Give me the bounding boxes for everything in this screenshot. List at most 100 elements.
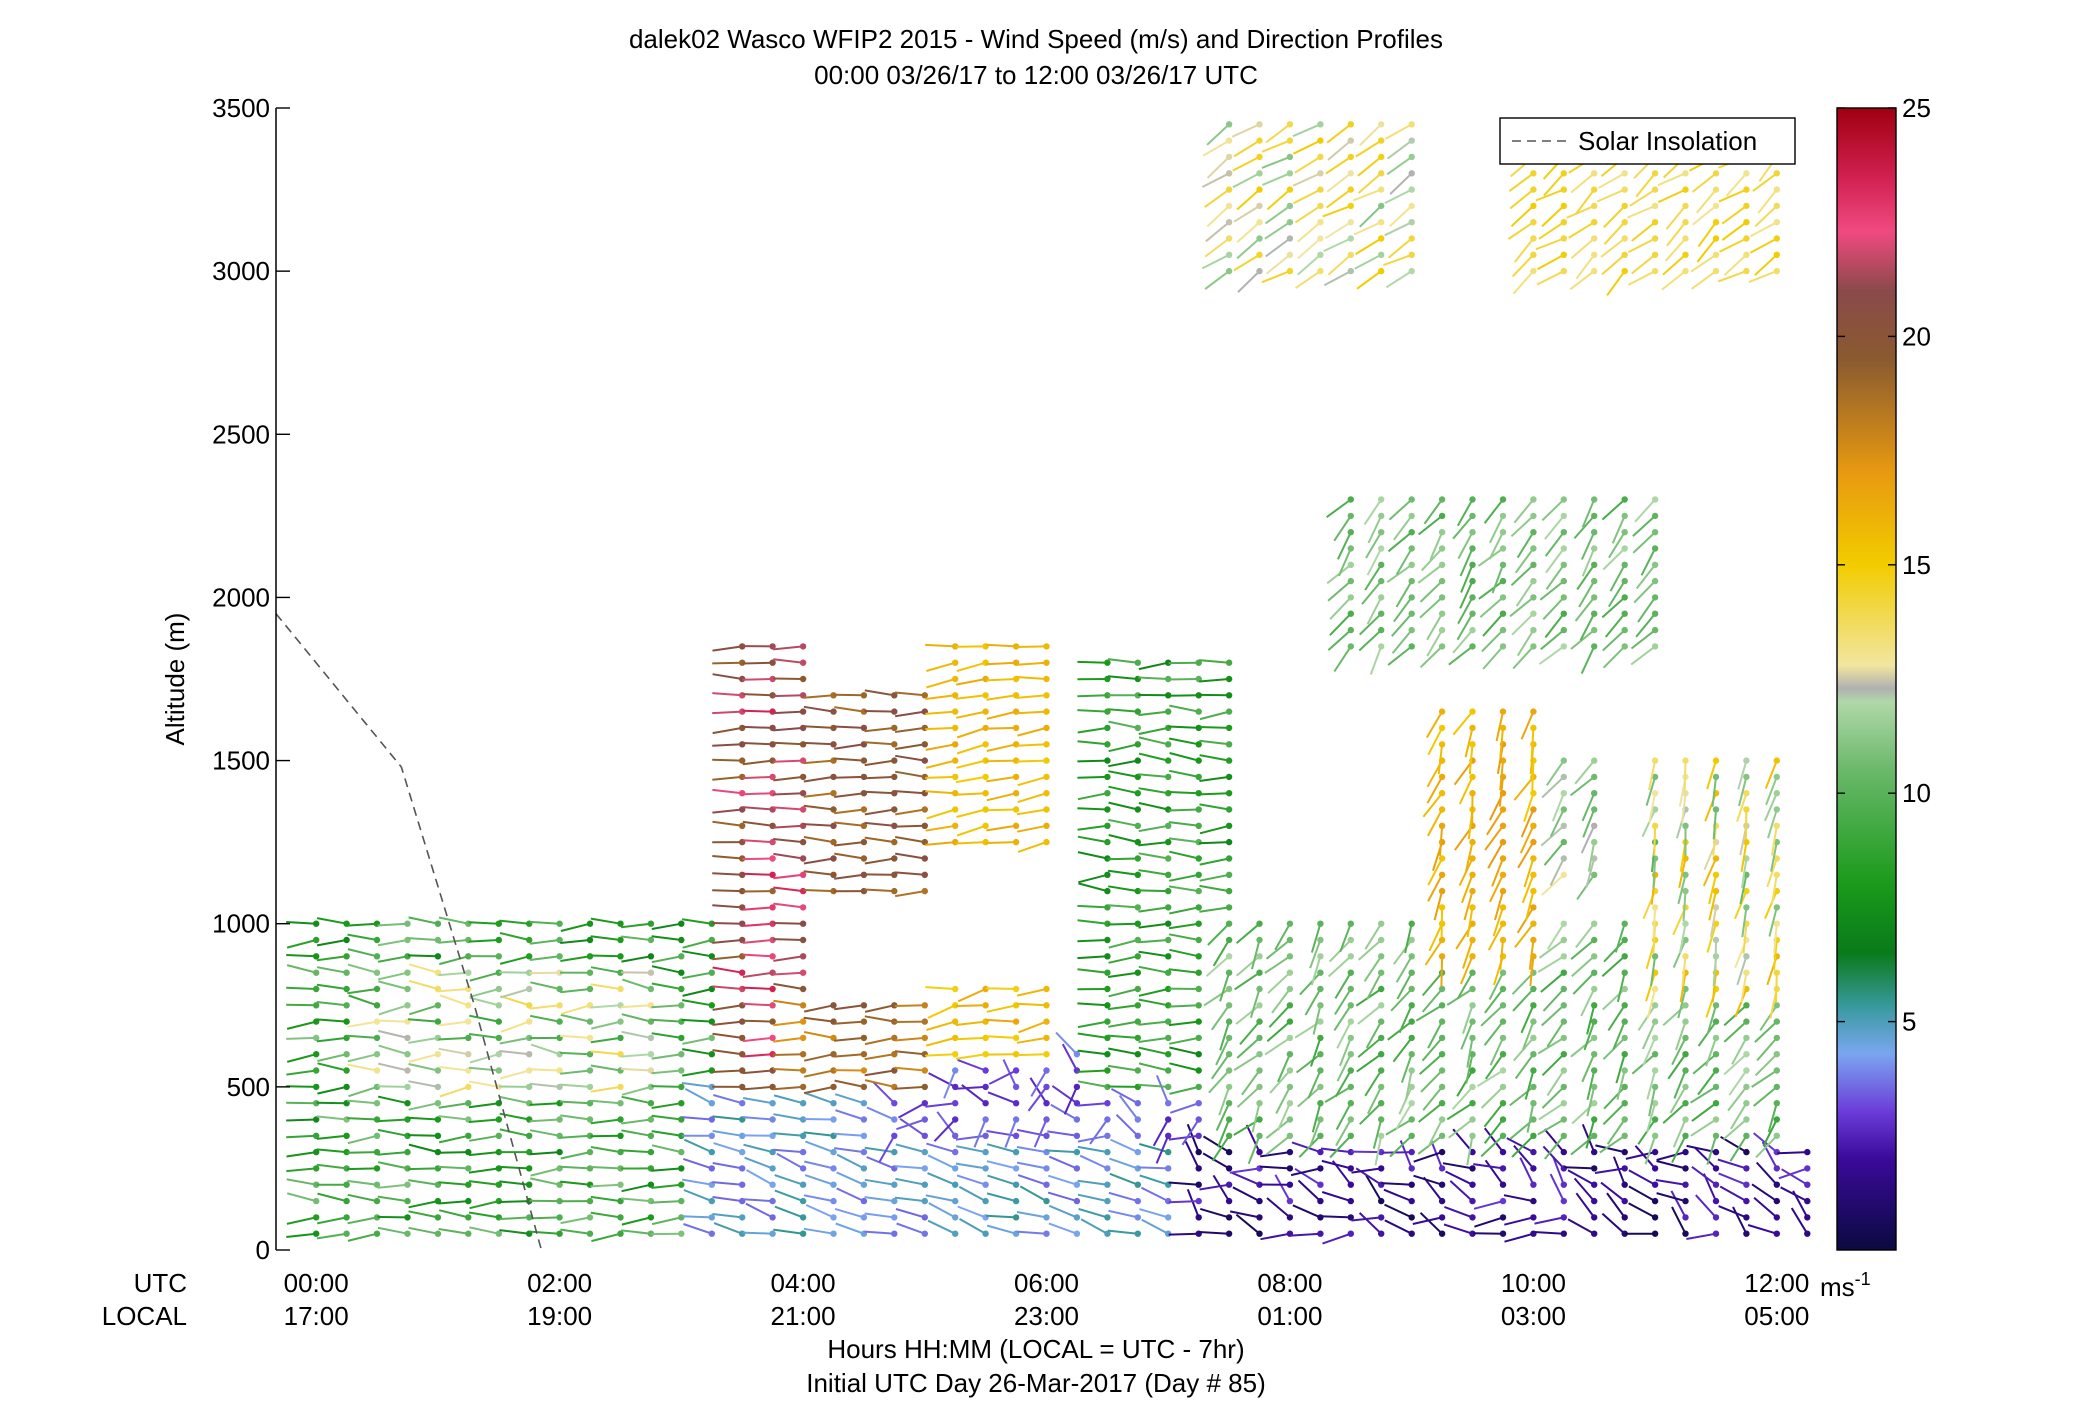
wind-barb [620,1051,655,1058]
wind-barb-tail [1077,694,1108,698]
wind-barb-tail [1512,645,1535,670]
wind-barb [1199,659,1233,666]
wind-barb [560,1228,594,1237]
wind-barb-tail [1353,221,1382,236]
wind-barb-dot [1499,610,1507,617]
wind-barb [959,1218,989,1237]
wind-barb-dot [1012,1214,1020,1221]
wind-barb [1504,1214,1537,1226]
wind-barb-tail [1673,1070,1687,1099]
wind-barb [1168,1002,1202,1009]
wind-barb [1541,202,1568,228]
wind-barb [1675,1018,1689,1051]
wind-barb [1423,496,1446,525]
wind-barb-tail [745,1202,774,1219]
wind-barb-tail [1077,759,1108,763]
wind-barb-tail [1206,156,1230,179]
wind-barb-dot [1651,512,1659,520]
wind-barb [1169,1062,1202,1074]
wind-barb-dot [1773,1181,1781,1188]
wind-barb-dot [1712,251,1720,258]
wind-barb-dot [1560,936,1568,944]
wind-barb-dot [1073,1197,1081,1205]
wind-barb-dot [404,969,411,976]
wind-barb-dot [1317,1214,1324,1221]
wind-barb-dot [1560,577,1568,585]
wind-barb-tail [347,948,378,958]
wind-barb-dot [1651,904,1659,911]
wind-barb [1520,806,1537,838]
wind-barb-tail [1078,873,1108,884]
wind-barb [713,1142,746,1156]
wind-barb-dot [1012,773,1020,781]
wind-barb [1202,137,1233,157]
wind-barb-tail [1168,725,1199,729]
x-axis-label: Hours HH:MM (LOCAL = UTC - 7hr) [827,1334,1244,1364]
wind-barb-tail [347,963,378,974]
wind-barb-dot [1347,1051,1355,1058]
wind-barb-dot [891,1051,898,1058]
wind-barb [1530,724,1537,758]
wind-barb [1206,202,1233,228]
wind-barb-tail [1541,874,1565,896]
wind-barb [1541,1083,1568,1109]
wind-barb-tail [1764,792,1778,822]
wind-barb-dot [1621,545,1628,552]
wind-barb-dot [1469,1083,1476,1091]
wind-barb-tail [347,1179,378,1186]
wind-barb-dot [799,659,807,666]
wind-barb-tail [529,955,560,961]
wind-barb-tail [1545,547,1565,574]
wind-barb [1392,512,1415,541]
wind-barb [1107,904,1142,911]
wind-barb-tail [1538,645,1565,665]
wind-barb [1327,251,1355,276]
wind-barb-tail [1773,939,1778,970]
wind-barb-dot [1195,920,1202,927]
wind-barb-tail [1540,971,1565,993]
wind-barb-tail [530,1177,560,1186]
wind-barb-tail [894,790,925,795]
wind-barb-dot [1104,1100,1111,1107]
wind-barb-tail [742,1053,773,1058]
wind-barb-dot [1469,741,1476,748]
wind-barb-tail [1523,792,1535,823]
wind-barb-tail [1016,1002,1047,1007]
wind-barb [925,1194,959,1205]
wind-barb-dot [1286,202,1294,210]
wind-barb-dot [495,1148,502,1156]
x-tick-label-local: 17:00 [284,1301,349,1331]
wind-barb-tail [529,1102,560,1106]
wind-barb [1522,1018,1537,1051]
wind-barb [438,985,472,993]
wind-barb-tail [499,1128,530,1137]
wind-barb-dot [1225,838,1233,846]
wind-barb-dot [1347,529,1355,536]
colorbar-tick-label: 10 [1902,778,1931,808]
wind-barb [1459,545,1476,577]
wind-barb [286,1034,320,1042]
wind-barb-dot [1621,1051,1628,1058]
x-tick-label-local: 05:00 [1744,1301,1809,1331]
wind-barb [500,1018,533,1033]
wind-barb-dot [1530,887,1537,895]
wind-barb-dot [586,1083,594,1091]
wind-barb-tail [712,1181,743,1186]
wind-barb-dot [1499,855,1507,862]
wind-barb-dot [1225,153,1233,161]
wind-barb-tail [1499,939,1504,970]
wind-barb-tail [742,953,773,958]
wind-barb-tail [1199,873,1230,882]
wind-barb [712,887,746,895]
wind-barb-tail [894,726,925,733]
wind-barb-tail [1016,824,1047,833]
wind-barb-dot [1591,838,1598,846]
wind-barb-dot [1560,496,1568,503]
wind-barb-tail [560,1069,591,1075]
wind-barb [773,806,807,813]
wind-barb [1633,577,1659,604]
wind-barb [1581,790,1598,822]
wind-barb-tail [529,1216,560,1220]
wind-barb-dot [1225,1051,1233,1058]
wind-barb-dot [1591,202,1598,210]
